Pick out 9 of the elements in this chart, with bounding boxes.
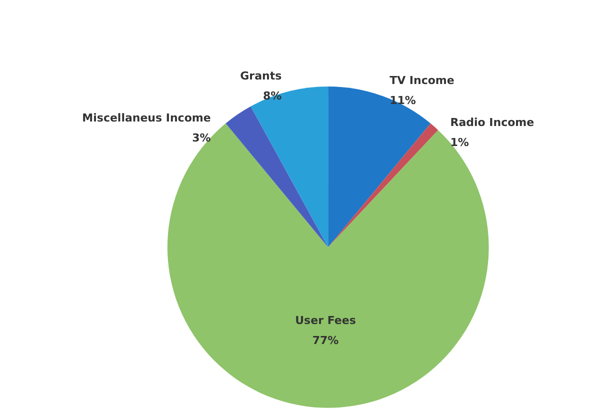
data-label: 77% xyxy=(312,334,339,347)
data-label: 11% xyxy=(390,94,416,107)
slice-label: Miscellaneus Income xyxy=(82,111,211,124)
slice-label: Grants xyxy=(240,69,282,82)
slice-label: User Fees xyxy=(295,314,356,327)
slice-label: Radio Income xyxy=(450,116,534,129)
data-label: 1% xyxy=(450,136,469,149)
data-label: 3% xyxy=(192,131,211,144)
slice-label: TV Income xyxy=(390,74,454,87)
